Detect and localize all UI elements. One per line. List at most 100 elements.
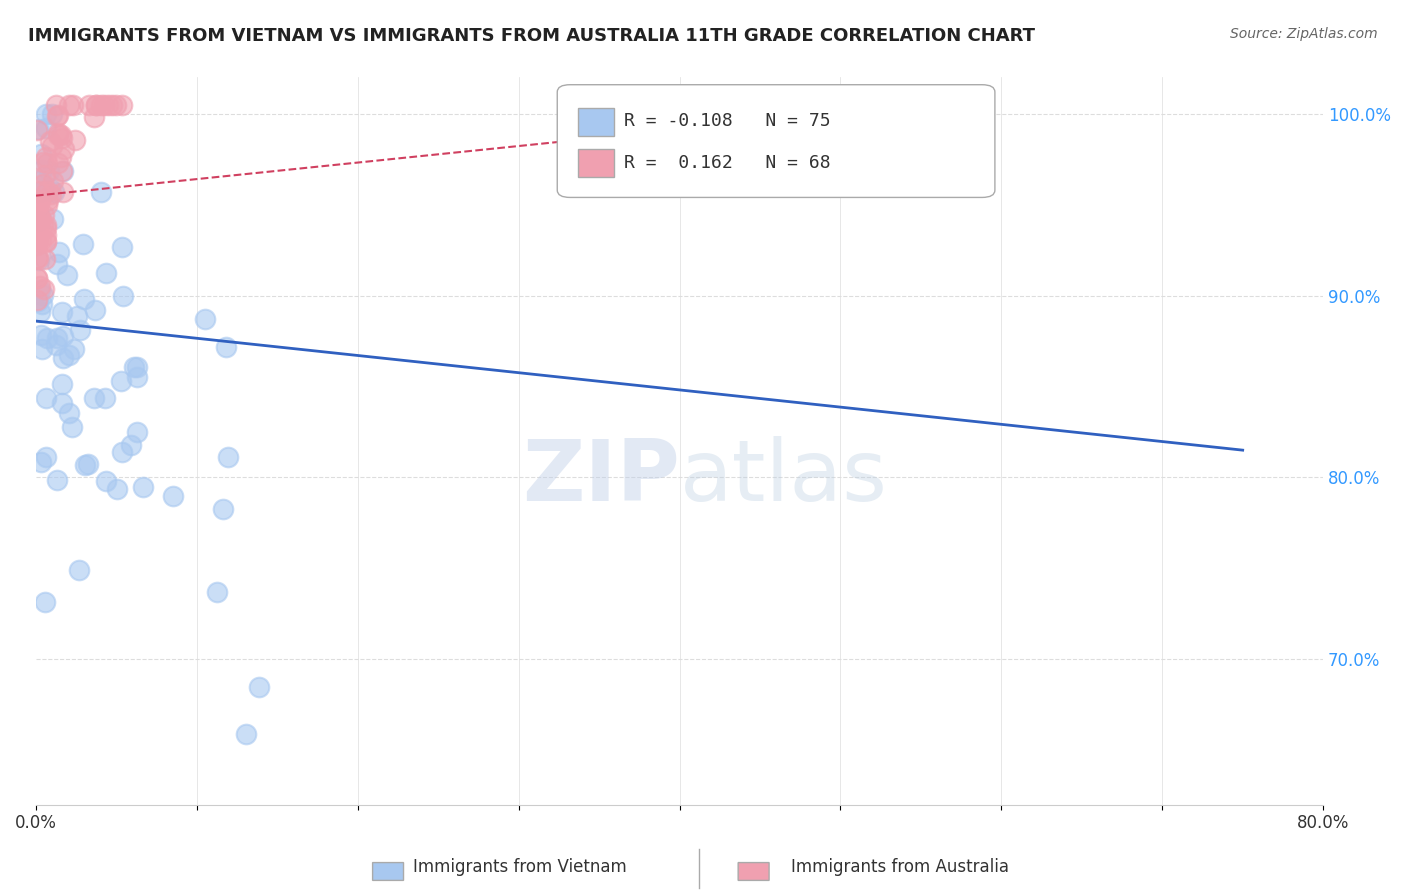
- Point: [25, 193, 48, 207]
- Point: [27, 213, 49, 227]
- Point: [56, 268, 79, 283]
- Point: [34, 227, 56, 242]
- Text: Source: ZipAtlas.com: Source: ZipAtlas.com: [1230, 27, 1378, 41]
- Point: [77, 97, 100, 112]
- Point: [35, 392, 58, 406]
- Point: [35, 450, 58, 465]
- Point: [35, 220, 58, 235]
- Point: [162, 489, 184, 503]
- Point: [105, 482, 128, 496]
- Point: [93, 97, 115, 112]
- Point: [63, 133, 86, 147]
- Point: [72, 237, 94, 252]
- Point: [46, 128, 69, 143]
- Point: [62, 97, 84, 112]
- Point: [83, 391, 105, 405]
- Point: [25, 123, 48, 137]
- Text: R =  0.162   N = 68: R = 0.162 N = 68: [624, 153, 831, 171]
- Point: [111, 97, 134, 112]
- Point: [28, 305, 51, 319]
- Point: [45, 338, 67, 352]
- Point: [38, 163, 60, 178]
- Point: [49, 128, 72, 142]
- Point: [73, 292, 96, 306]
- Point: [25, 270, 48, 285]
- Point: [63, 342, 86, 356]
- Point: [45, 473, 67, 487]
- Point: [97, 97, 120, 112]
- Text: Immigrants from Vietnam: Immigrants from Vietnam: [413, 858, 627, 876]
- Text: Immigrants from Australia: Immigrants from Australia: [790, 858, 1010, 876]
- Point: [58, 348, 80, 362]
- Point: [27, 198, 49, 212]
- Point: [94, 391, 117, 405]
- Point: [31, 184, 53, 198]
- Point: [27, 220, 49, 235]
- Point: [48, 245, 70, 260]
- Point: [25, 227, 48, 242]
- Point: [30, 327, 52, 342]
- Point: [25, 226, 48, 240]
- Point: [28, 253, 51, 268]
- Point: [27, 185, 49, 199]
- Point: [104, 97, 127, 112]
- Point: [127, 369, 149, 384]
- Point: [53, 142, 76, 156]
- Point: [25, 271, 48, 285]
- Point: [94, 474, 117, 488]
- Point: [35, 107, 58, 121]
- Point: [38, 181, 60, 195]
- Point: [112, 288, 135, 302]
- Point: [205, 585, 228, 599]
- Point: [30, 455, 52, 469]
- Point: [96, 266, 118, 280]
- Point: [35, 198, 58, 212]
- Point: [52, 185, 75, 199]
- Point: [25, 235, 48, 249]
- Point: [30, 146, 52, 161]
- Point: [31, 162, 53, 177]
- Point: [101, 97, 124, 112]
- Point: [52, 329, 75, 343]
- Point: [35, 150, 58, 164]
- Point: [46, 257, 69, 271]
- Point: [28, 217, 51, 231]
- Point: [31, 342, 53, 356]
- Point: [127, 360, 149, 375]
- Point: [42, 186, 65, 200]
- Point: [51, 376, 73, 391]
- Point: [46, 155, 69, 169]
- Point: [27, 293, 49, 308]
- Point: [30, 234, 52, 248]
- Point: [28, 194, 51, 208]
- Point: [58, 97, 80, 112]
- Point: [111, 239, 134, 253]
- Point: [37, 156, 59, 170]
- Point: [217, 450, 239, 465]
- Point: [41, 139, 63, 153]
- Point: [51, 163, 73, 178]
- Point: [37, 184, 59, 198]
- Point: [66, 309, 89, 323]
- Point: [27, 122, 49, 136]
- Point: [52, 351, 75, 366]
- Point: [41, 107, 63, 121]
- Point: [28, 210, 51, 224]
- Point: [214, 340, 236, 354]
- Point: [32, 208, 55, 222]
- Point: [125, 425, 148, 440]
- Point: [42, 211, 65, 226]
- Point: [31, 218, 53, 232]
- Point: [42, 174, 65, 188]
- Point: [51, 395, 73, 409]
- Point: [35, 219, 58, 233]
- Point: [58, 406, 80, 420]
- Point: [120, 438, 142, 452]
- Point: [111, 444, 134, 458]
- Point: [31, 288, 53, 302]
- Point: [32, 282, 55, 296]
- Point: [69, 323, 91, 337]
- Point: [46, 331, 69, 345]
- Text: IMMIGRANTS FROM VIETNAM VS IMMIGRANTS FROM AUSTRALIA 11TH GRADE CORRELATION CHAR: IMMIGRANTS FROM VIETNAM VS IMMIGRANTS FR…: [28, 27, 1035, 45]
- Point: [39, 135, 62, 149]
